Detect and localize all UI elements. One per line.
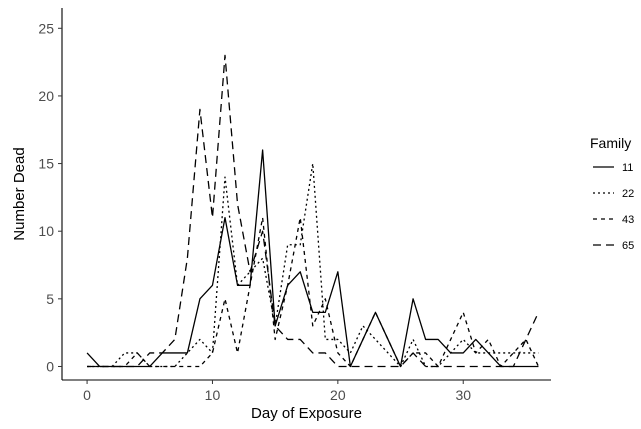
y-axis-title: Number Dead [11,147,28,240]
y-tick-label-0: 0 [46,358,54,374]
x-tick-label-0: 0 [83,387,91,403]
legend-title: Family [590,135,631,151]
x-tick-label-10: 10 [205,387,221,403]
series-line-65 [87,54,540,368]
y-tick-label-25: 25 [38,20,54,36]
axes: 0 10 20 30 0 5 10 15 20 25 Day of Exposure Number D… [11,8,551,422]
plot-area [86,54,540,368]
legend-label-11: 11 [622,162,633,174]
x-tick-label-30: 30 [455,387,471,403]
x-tick-label-20: 20 [330,387,346,403]
legend-label-43: 43 [622,214,634,226]
series-line-11 [86,149,539,368]
y-tick-label-10: 10 [38,223,54,239]
x-axis-title: Day of Exposure [251,405,362,422]
y-tick-label-20: 20 [38,88,54,104]
series-line-43 [87,217,540,368]
y-tick-label-5: 5 [46,291,54,307]
legend: Family 11 22 43 65 [590,135,634,252]
legend-label-22: 22 [622,188,634,200]
legend-label-65: 65 [622,240,634,252]
y-tick-label-15: 15 [38,156,54,172]
